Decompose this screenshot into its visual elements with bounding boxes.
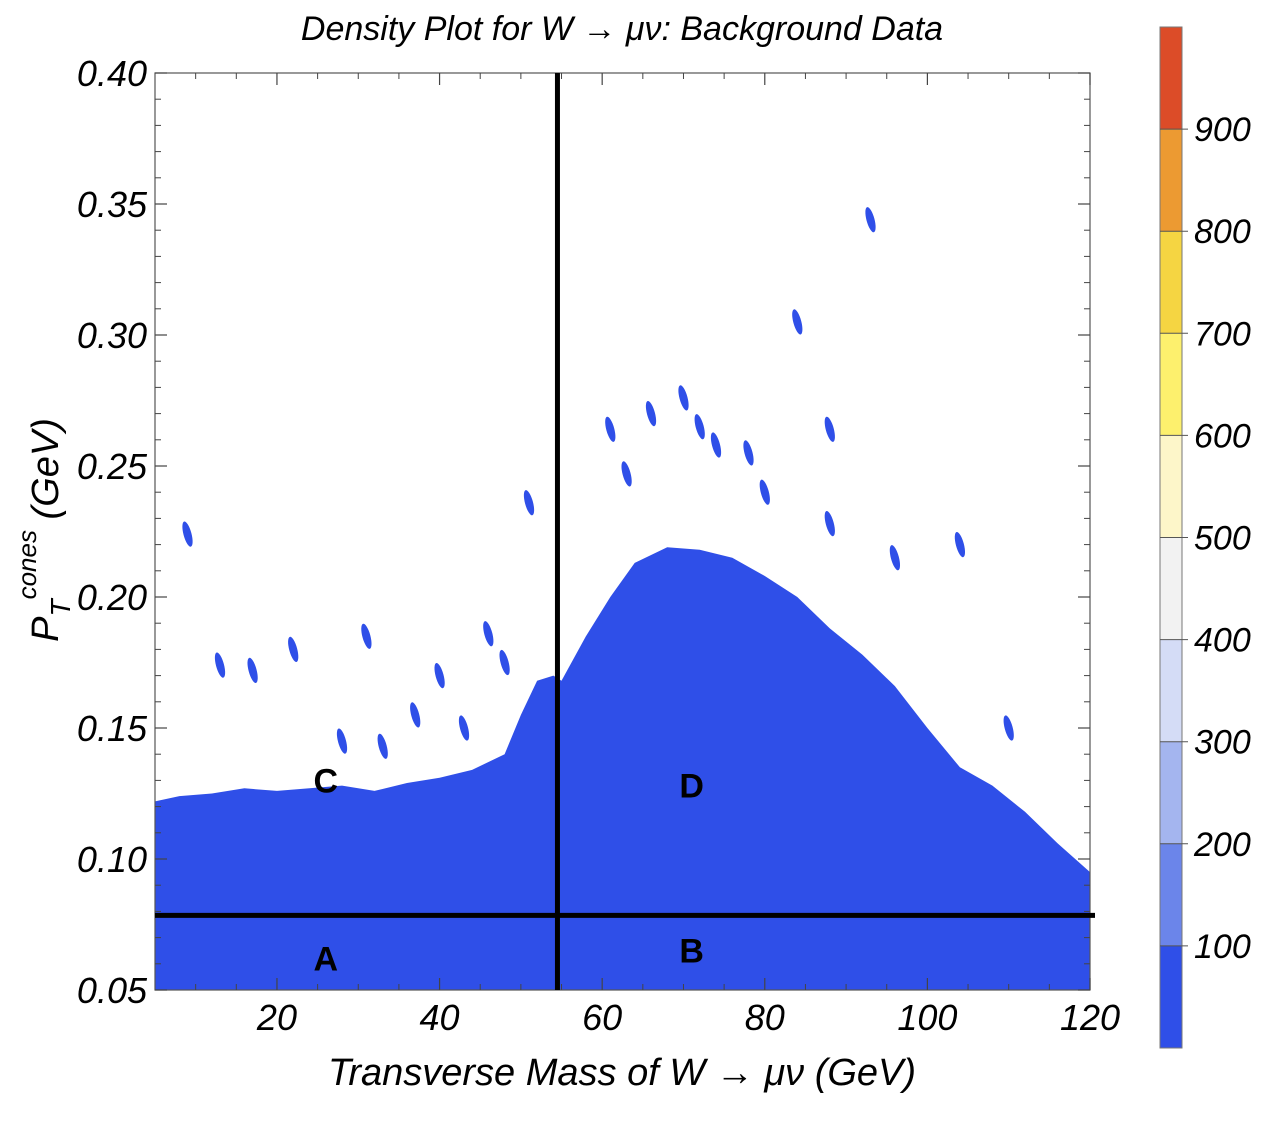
y-axis-label-base: P bbox=[25, 616, 67, 642]
density-island bbox=[182, 521, 193, 547]
density-island bbox=[377, 733, 388, 759]
colorbar-tick-label: 100 bbox=[1194, 928, 1251, 966]
density-island bbox=[214, 652, 226, 678]
region-label-d: D bbox=[679, 768, 704, 806]
region-label-a: A bbox=[313, 941, 338, 979]
density-island bbox=[759, 479, 770, 505]
density-island bbox=[288, 636, 299, 662]
y-tick-label: 0.20 bbox=[77, 577, 147, 618]
x-tick-label: 20 bbox=[256, 997, 297, 1038]
colorbar-band bbox=[1160, 741, 1182, 844]
chart-title: Density Plot for W → μν: Background Data bbox=[301, 10, 943, 48]
y-tick-label: 0.10 bbox=[77, 839, 147, 880]
plot-frame bbox=[154, 72, 1091, 991]
y-axis-label-sub: T bbox=[45, 598, 76, 617]
density-island bbox=[361, 623, 372, 649]
colorbar-band bbox=[1160, 537, 1182, 640]
x-tick-label: 40 bbox=[420, 997, 460, 1038]
y-tick-label: 0.05 bbox=[77, 970, 148, 1011]
density-island bbox=[824, 416, 835, 442]
y-tick-label: 0.40 bbox=[77, 53, 147, 94]
colorbar-tick-label: 400 bbox=[1194, 622, 1251, 660]
x-tick-label: 120 bbox=[1060, 997, 1120, 1038]
density-island bbox=[336, 728, 348, 754]
region-label-b: B bbox=[679, 933, 704, 971]
colorbar-tick-label: 300 bbox=[1194, 724, 1251, 762]
density-island bbox=[710, 432, 722, 458]
y-tick-label: 0.15 bbox=[77, 708, 148, 749]
y-axis-label-sup: cones bbox=[12, 530, 42, 599]
colorbar-band bbox=[1160, 843, 1182, 946]
density-island bbox=[678, 385, 689, 411]
colorbar-band bbox=[1160, 231, 1182, 334]
density-island bbox=[743, 440, 754, 466]
colorbar-tick-label: 500 bbox=[1194, 520, 1251, 558]
density-island bbox=[1003, 715, 1014, 741]
region-label-c: C bbox=[313, 762, 338, 800]
x-tick-label: 60 bbox=[582, 997, 622, 1038]
x-axis-label: Transverse Mass of W → μν (GeV) bbox=[328, 1052, 916, 1094]
colorbar-band bbox=[1160, 639, 1182, 742]
density-island bbox=[499, 649, 510, 676]
density-island bbox=[889, 545, 901, 571]
density-island bbox=[621, 461, 632, 487]
density-island bbox=[865, 207, 876, 233]
colorbar-tick-label: 600 bbox=[1194, 417, 1251, 455]
colorbar-tick-label: 200 bbox=[1193, 826, 1251, 864]
density-island bbox=[410, 702, 421, 728]
density-island bbox=[434, 663, 445, 689]
density-island bbox=[694, 414, 705, 440]
x-tick-label: 100 bbox=[897, 997, 957, 1038]
density-island bbox=[458, 715, 470, 741]
colorbar-band bbox=[1160, 333, 1182, 436]
colorbar-tick-label: 900 bbox=[1194, 111, 1251, 149]
colorbar: 100 200 300 400 500 600 700 800 900 bbox=[1159, 26, 1251, 1049]
density-island bbox=[792, 309, 803, 335]
colorbar-tick-label: 800 bbox=[1194, 213, 1251, 251]
density-island bbox=[523, 490, 535, 516]
colorbar-band bbox=[1160, 435, 1182, 538]
y-tick-label: 0.30 bbox=[77, 315, 147, 356]
density-island bbox=[954, 532, 966, 558]
y-tick-label: 0.35 bbox=[77, 184, 148, 225]
colorbar-tick-label: 700 bbox=[1194, 315, 1251, 353]
colorbar-band bbox=[1160, 129, 1182, 232]
density-island bbox=[483, 621, 494, 647]
density-island bbox=[247, 657, 258, 683]
density-island bbox=[645, 401, 657, 427]
y-axis-label: PTcones (GeV) bbox=[12, 418, 76, 642]
density-island bbox=[605, 416, 616, 442]
x-tick-label: 80 bbox=[745, 997, 785, 1038]
density-filled-region bbox=[155, 547, 1090, 990]
colorbar-band bbox=[1160, 27, 1182, 130]
colorbar-band bbox=[1160, 945, 1182, 1048]
density-island bbox=[824, 511, 835, 537]
y-axis-label-unit: (GeV) bbox=[25, 418, 67, 530]
y-tick-label: 0.25 bbox=[77, 446, 148, 487]
